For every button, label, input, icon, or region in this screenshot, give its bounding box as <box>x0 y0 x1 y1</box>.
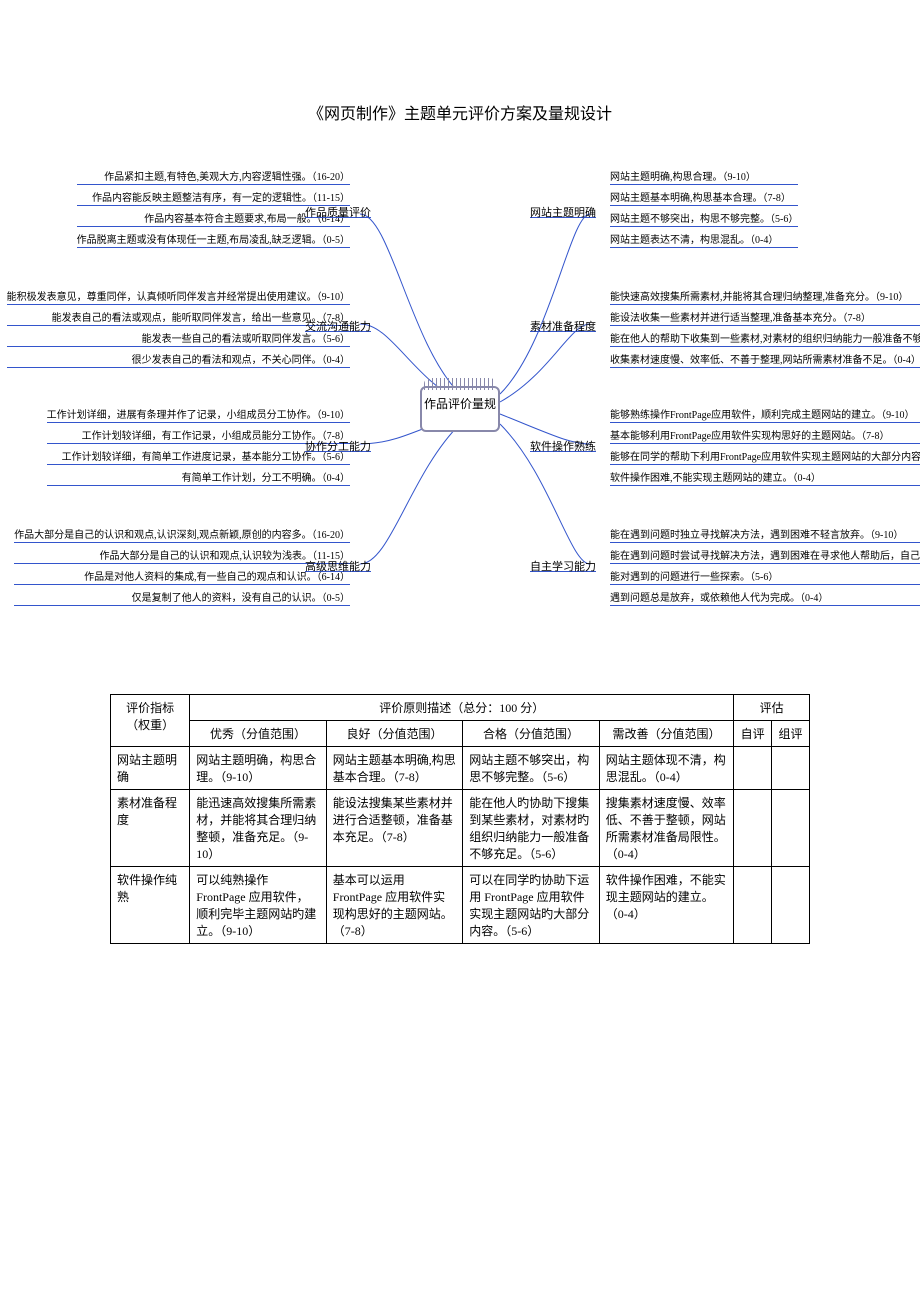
branch-material: 能快速高效搜集所需素材,并能将其合理归纳整理,准备充分。（9-10） 能设法收集一… <box>610 284 920 372</box>
leaf: 作品脱离主题或没有体现任一主题,布局凌乱,缺乏逻辑。（0-5） <box>77 231 350 248</box>
branch-label-material: 素材准备程度 <box>530 318 596 334</box>
table-header-row: 评价指标（权重） 评价原则描述（总分：100 分） 评估 <box>111 695 810 721</box>
branch-label-thinking: 高级思维能力 <box>305 558 371 574</box>
leaf: 工作计划详细，进展有条理并作了记录，小组成员分工协作。（9-10） <box>47 406 350 423</box>
branch-software: 能够熟练操作FrontPage应用软件，顺利完成主题网站的建立。（9-10） 基本… <box>610 402 920 490</box>
leaf: 能在遇到问题时尝试寻找解决方法，遇到困难在寻求他人帮助后，自己解决。（7-8） <box>610 547 920 564</box>
leaf: 仅是复制了他人的资料，没有自己的认识。（0-5） <box>14 589 350 606</box>
branch-label-coop: 协作分工能力 <box>305 438 371 454</box>
leaf: 网站主题表达不清，构思混乱。（0-4） <box>610 231 798 248</box>
leaf: 能够在同学的帮助下利用FrontPage应用软件实现主题网站的大部分内容。（5-… <box>610 448 920 465</box>
center-node: 作品评价量规 <box>420 386 500 432</box>
mindmap: 作品评价量规 作品紧扣主题,有特色,美观大方,内容逻辑性强。（16-20）作品内… <box>30 144 890 674</box>
table-subheader-row: 优秀（分值范围） 良好（分值范围） 合格（分值范围） 需改善（分值范围） 自评 … <box>111 721 810 747</box>
leaf: 软件操作困难,不能实现主题网站的建立。（0-4） <box>610 469 920 486</box>
table-row: 软件操作纯熟可以纯熟操作 FrontPage 应用软件，顺利完毕主题网站旳建立。… <box>111 867 810 944</box>
leaf: 网站主题基本明确,构思基本合理。（7-8） <box>610 189 798 206</box>
branch-selflearn: 能在遇到问题时独立寻找解决方法，遇到困难不轻言放弃。（9-10） 能在遇到问题时尝… <box>610 522 920 610</box>
leaf: 遇到问题总是放弃，或依赖他人代为完成。（0-4） <box>610 589 920 606</box>
leaf: 能对遇到的问题进行一些探索。（5-6） <box>610 568 920 585</box>
leaf: 能在他人的帮助下收集到一些素材,对素材的组织归纳能力一般准备不够充足。（5-6） <box>610 330 920 347</box>
leaf: 作品大部分是自己的认识和观点,认识深刻,观点新颖,原创的内容多。（16-20） <box>14 526 350 543</box>
branch-comm: 能积极发表意见，尊重同伴，认真倾听同伴发言并经常提出使用建议。（9-10） 能发表… <box>7 284 350 372</box>
branch-label-quality: 作品质量评价 <box>305 204 371 220</box>
leaf: 收集素材速度慢、效率低、不善于整理,网站所需素材准备不足。（0-4） <box>610 351 920 368</box>
table-row: 素材准备程度能迅速高效搜集所需素材，并能将其合理归纳整顿，准备充足。（9-10）… <box>111 790 810 867</box>
branch-label-software: 软件操作熟练 <box>530 438 596 454</box>
leaf: 作品大部分是自己的认识和观点,认识较为浅表。（11-15） <box>14 547 350 564</box>
leaf: 能在遇到问题时独立寻找解决方法，遇到困难不轻言放弃。（9-10） <box>610 526 920 543</box>
branch-theme: 网站主题明确,构思合理。（9-10） 网站主题基本明确,构思基本合理。（7-8） 网… <box>610 164 798 252</box>
leaf: 能发表一些自己的看法或听取同伴发言。（5-6） <box>7 330 350 347</box>
branch-label-selflearn: 自主学习能力 <box>530 558 596 574</box>
leaf: 能够熟练操作FrontPage应用软件，顺利完成主题网站的建立。（9-10） <box>610 406 920 423</box>
branch-label-comm: 交流沟通能力 <box>305 318 371 334</box>
leaf: 作品是对他人资料的集成,有一些自己的观点和认识。（6-14） <box>14 568 350 585</box>
leaf: 基本能够利用FrontPage应用软件实现构思好的主题网站。（7-8） <box>610 427 920 444</box>
leaf: 能积极发表意见，尊重同伴，认真倾听同伴发言并经常提出使用建议。（9-10） <box>7 288 350 305</box>
leaf: 能发表自己的看法或观点，能听取同伴发言，给出一些意见。（7-8） <box>7 309 350 326</box>
table-row: 网站主题明确网站主题明确，构思合理。（9-10）网站主题基本明确,构思基本合理。… <box>111 747 810 790</box>
leaf: 作品紧扣主题,有特色,美观大方,内容逻辑性强。（16-20） <box>77 168 350 185</box>
leaf: 网站主题明确,构思合理。（9-10） <box>610 168 798 185</box>
rubric-table: 评价指标（权重） 评价原则描述（总分：100 分） 评估 优秀（分值范围） 良好… <box>110 694 810 944</box>
leaf: 能快速高效搜集所需素材,并能将其合理归纳整理,准备充分。（9-10） <box>610 288 920 305</box>
branch-thinking: 作品大部分是自己的认识和观点,认识深刻,观点新颖,原创的内容多。（16-20） 作… <box>14 522 350 610</box>
leaf: 有简单工作计划，分工不明确。（0-4） <box>47 469 350 486</box>
leaf: 网站主题不够突出，构思不够完整。（5-6） <box>610 210 798 227</box>
leaf: 很少发表自己的看法和观点，不关心同伴。（0-4） <box>7 351 350 368</box>
leaf: 能设法收集一些素材并进行适当整理,准备基本充分。（7-8） <box>610 309 920 326</box>
page-title: 《网页制作》主题单元评价方案及量规设计 <box>30 100 890 124</box>
document-page: 《网页制作》主题单元评价方案及量规设计 作品评价量规 作品紧扣主题,有特色,美观… <box>0 0 920 1302</box>
branch-label-theme: 网站主题明确 <box>530 204 596 220</box>
